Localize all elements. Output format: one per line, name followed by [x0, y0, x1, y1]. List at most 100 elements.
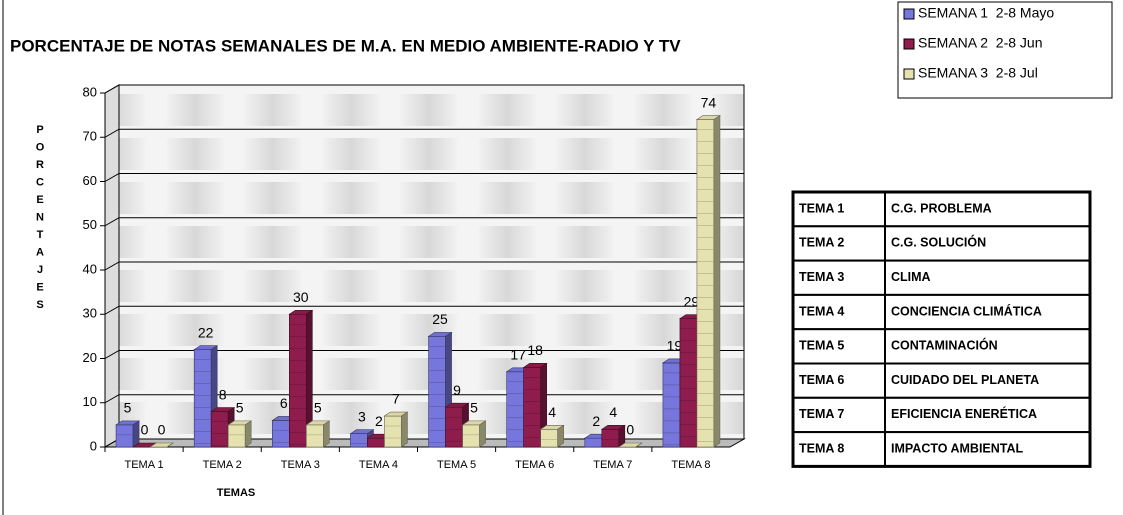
bar-side	[479, 420, 486, 448]
table-text: TEMA 7	[799, 407, 844, 421]
legend-swatch	[903, 8, 915, 20]
y-tick-label: 30	[83, 306, 97, 321]
bar-front	[540, 428, 558, 448]
y-tick-label: 20	[83, 350, 97, 365]
grid-line	[104, 128, 744, 138]
table-text: TEMA 8	[799, 442, 844, 456]
grid-line	[104, 84, 744, 94]
x-axis-title: TEMAS	[217, 487, 256, 499]
table-text: C.G. SOLUCIÓN	[891, 235, 986, 250]
bar-side	[557, 424, 564, 448]
bar-front	[384, 415, 402, 448]
legend-swatch	[903, 38, 915, 50]
bar-front	[272, 420, 290, 448]
bar-side	[323, 420, 330, 448]
data-label: 74	[701, 94, 717, 110]
table-text: TEMA 6	[799, 373, 844, 387]
y-tick-label: 50	[83, 217, 97, 232]
y-tick-label: 40	[83, 261, 97, 276]
data-label: 8	[219, 386, 227, 402]
table-text: CLIMA	[891, 270, 931, 284]
bar-front	[227, 424, 246, 448]
y-tick-label: 10	[83, 394, 97, 409]
table-text: CONTAMINACIÓN	[891, 338, 998, 353]
bar-front	[662, 362, 681, 448]
bar-front	[306, 424, 324, 448]
bar-side	[244, 420, 252, 448]
data-label: 2	[375, 413, 383, 429]
bar	[461, 420, 487, 448]
bar-front	[679, 318, 698, 448]
grid-line	[104, 350, 744, 359]
bar-front	[584, 437, 603, 448]
x-tick-label: TEMA 1	[125, 459, 164, 471]
bar-side	[166, 442, 174, 448]
data-label: 5	[124, 400, 132, 416]
data-label: 25	[432, 311, 448, 327]
bar-front	[696, 119, 715, 448]
table-text: TEMA 3	[799, 270, 844, 284]
bar-front	[350, 433, 368, 448]
table-text: TEMA 2	[799, 236, 844, 250]
x-tick-label: TEMA 3	[281, 459, 320, 471]
legend	[897, 1, 1113, 99]
data-label: 0	[141, 422, 149, 438]
bar	[149, 442, 175, 448]
bar	[383, 411, 409, 448]
grid-line	[104, 305, 744, 315]
bar	[617, 442, 643, 448]
data-label: 3	[358, 408, 366, 424]
data-label: 5	[314, 400, 322, 416]
y-tick-label: 60	[83, 173, 97, 188]
table-text: EFICIENCIA ENERÉTICA	[891, 406, 1037, 421]
data-label: 30	[293, 289, 309, 305]
x-tick-label: TEMA 8	[671, 459, 710, 471]
bar-front	[523, 367, 541, 448]
grid-line	[104, 261, 744, 271]
data-label: 18	[527, 342, 543, 358]
y-tick-label: 70	[83, 129, 97, 144]
bar-side	[132, 420, 140, 448]
x-tick-label: TEMA 6	[515, 459, 554, 471]
table-cell	[884, 362, 1091, 399]
bar	[288, 309, 314, 448]
grid-line	[104, 217, 744, 227]
bar-side	[713, 114, 721, 448]
legend-label: SEMANA 3 2-8 Jul	[918, 65, 1038, 81]
table-text: TEMA 1	[799, 201, 844, 215]
data-label: 19	[667, 338, 683, 354]
bar-front	[115, 424, 134, 448]
data-label: 2	[592, 413, 600, 429]
y-tick-label: 0	[90, 438, 97, 453]
data-label: 4	[548, 404, 556, 420]
x-tick-label: TEMA 5	[437, 459, 476, 471]
data-label: 22	[198, 324, 214, 340]
x-tick-label: TEMA 4	[359, 459, 398, 471]
bar-front	[193, 349, 212, 448]
bar-front	[601, 428, 620, 448]
table-cell	[884, 293, 1091, 331]
table-cell	[884, 396, 1091, 434]
table: TEMA 1 C.G. PROBLEMA TEMA 2 C.G. SOLUCIÓN TE…	[791, 190, 1092, 468]
bar-front	[367, 437, 385, 448]
table-text: CONCIENCIA CLIMÁTICA	[891, 303, 1042, 318]
x-tick-label: TEMA 7	[593, 459, 632, 471]
table-text: TEMA 5	[799, 339, 844, 353]
bar-side	[401, 411, 408, 448]
bar	[115, 420, 141, 448]
data-label: 7	[392, 391, 400, 407]
table-cell	[792, 396, 886, 434]
legend-label: SEMANA 1 2-8 Mayo	[918, 5, 1054, 21]
table-text: TEMA 4	[799, 304, 844, 318]
data-label: 5	[236, 400, 244, 416]
chart-title: PORCENTAJE DE NOTAS SEMANALES DE M.A. EN…	[10, 36, 681, 55]
bar-front	[210, 411, 229, 448]
data-label: 0	[626, 422, 634, 438]
x-tick-label: TEMA 2	[203, 459, 242, 471]
table-border	[791, 190, 1092, 468]
bar-side	[635, 442, 642, 448]
table-text: CUIDADO DEL PLANETA	[891, 373, 1039, 387]
bar	[539, 424, 565, 448]
